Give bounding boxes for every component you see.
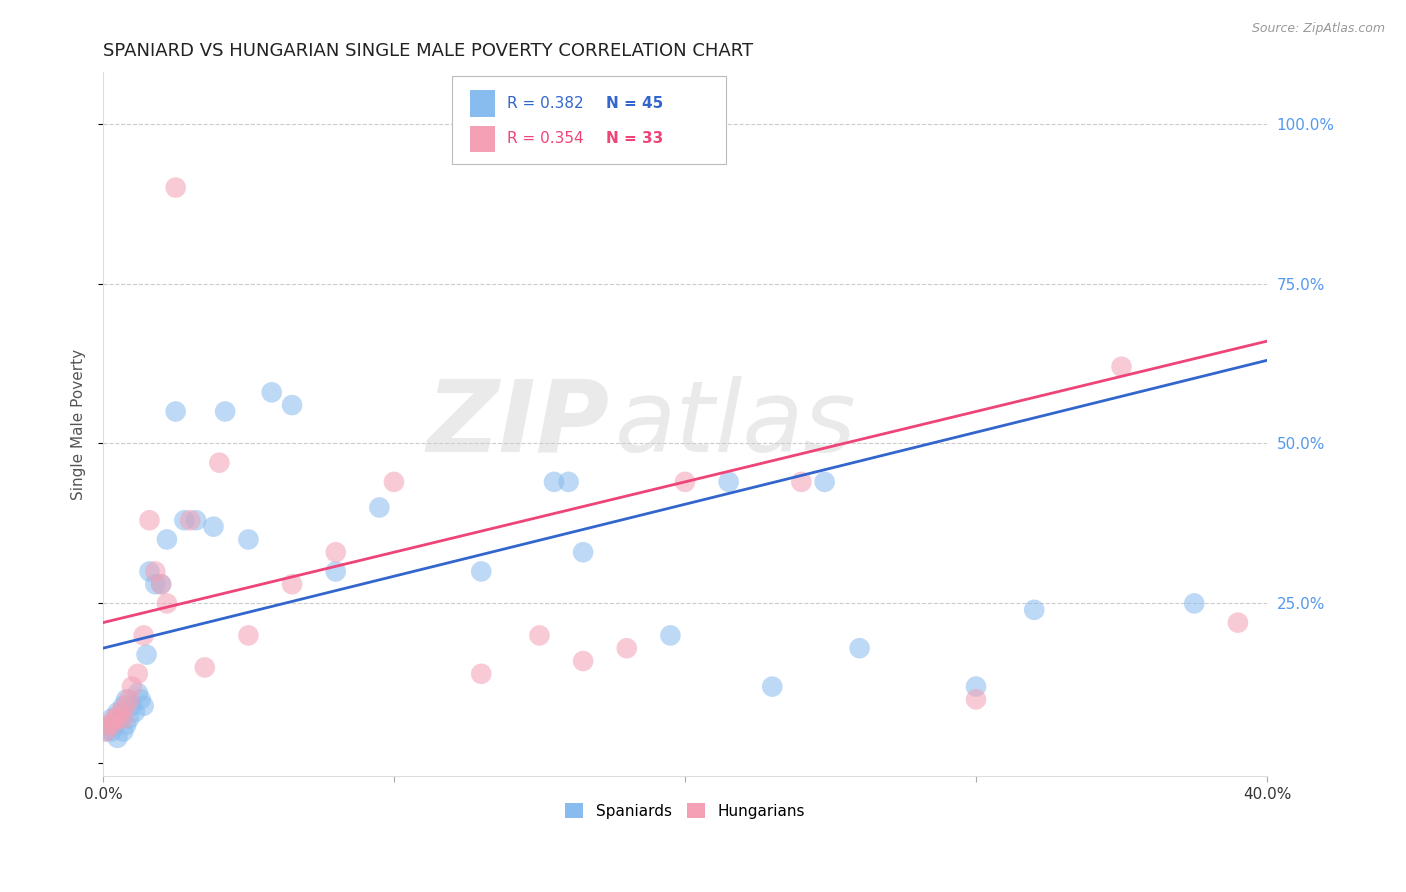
Point: [572, 654, 595, 668]
Text: R = 0.382: R = 0.382: [506, 95, 583, 111]
Text: SPANIARD VS HUNGARIAN SINGLE MALE POVERTY CORRELATION CHART: SPANIARD VS HUNGARIAN SINGLE MALE POVERT…: [103, 42, 754, 60]
Point: [194, 660, 217, 674]
Point: [238, 628, 260, 642]
Point: [103, 718, 125, 732]
Point: [138, 565, 160, 579]
Point: [1182, 596, 1205, 610]
Point: [529, 628, 551, 642]
Point: [97, 718, 120, 732]
Text: R = 0.354: R = 0.354: [506, 131, 583, 146]
Point: [121, 698, 143, 713]
Point: [382, 475, 405, 489]
Point: [150, 577, 173, 591]
Point: [965, 692, 987, 706]
FancyBboxPatch shape: [470, 126, 495, 153]
Text: N = 33: N = 33: [606, 131, 664, 146]
Legend: Spaniards, Hungarians: Spaniards, Hungarians: [560, 797, 811, 825]
FancyBboxPatch shape: [470, 90, 495, 117]
Point: [118, 692, 141, 706]
Point: [156, 533, 179, 547]
Point: [790, 475, 813, 489]
FancyBboxPatch shape: [453, 76, 725, 164]
Point: [107, 731, 129, 745]
Point: [470, 565, 492, 579]
Point: [107, 705, 129, 719]
Point: [325, 565, 347, 579]
Point: [127, 686, 149, 700]
Point: [659, 628, 682, 642]
Point: [165, 180, 187, 194]
Point: [115, 718, 138, 732]
Point: [110, 712, 132, 726]
Point: [616, 641, 638, 656]
Point: [150, 577, 173, 591]
Text: ZIP: ZIP: [426, 376, 609, 473]
Point: [100, 718, 122, 732]
Point: [1024, 603, 1046, 617]
Point: [112, 698, 135, 713]
Point: [135, 648, 157, 662]
Point: [179, 513, 201, 527]
Point: [572, 545, 595, 559]
Point: [115, 692, 138, 706]
Text: Source: ZipAtlas.com: Source: ZipAtlas.com: [1251, 22, 1385, 36]
Point: [202, 519, 225, 533]
Point: [121, 680, 143, 694]
Point: [165, 404, 187, 418]
Point: [138, 513, 160, 527]
Text: atlas: atlas: [614, 376, 856, 473]
Point: [543, 475, 565, 489]
Point: [100, 712, 122, 726]
Point: [1226, 615, 1249, 630]
Point: [325, 545, 347, 559]
Point: [470, 666, 492, 681]
Point: [965, 680, 987, 694]
Point: [281, 577, 304, 591]
Point: [132, 698, 155, 713]
Point: [97, 718, 120, 732]
Point: [129, 692, 152, 706]
Point: [717, 475, 740, 489]
Point: [103, 712, 125, 726]
Point: [156, 596, 179, 610]
Point: [112, 724, 135, 739]
Point: [143, 565, 166, 579]
Point: [124, 705, 146, 719]
Point: [112, 712, 135, 726]
Point: [761, 680, 783, 694]
Point: [281, 398, 304, 412]
Point: [132, 628, 155, 642]
Point: [557, 475, 579, 489]
Point: [214, 404, 236, 418]
Point: [118, 712, 141, 726]
Y-axis label: Single Male Poverty: Single Male Poverty: [72, 349, 86, 500]
Point: [100, 724, 122, 739]
Point: [1111, 359, 1133, 374]
Text: N = 45: N = 45: [606, 95, 664, 111]
Point: [368, 500, 391, 515]
Point: [238, 533, 260, 547]
Point: [673, 475, 696, 489]
Point: [260, 385, 283, 400]
Point: [814, 475, 837, 489]
Point: [110, 705, 132, 719]
Point: [115, 698, 138, 713]
Point: [173, 513, 195, 527]
Point: [143, 577, 166, 591]
Point: [94, 724, 117, 739]
Point: [94, 724, 117, 739]
Point: [208, 456, 231, 470]
Point: [127, 666, 149, 681]
Point: [107, 712, 129, 726]
Point: [848, 641, 870, 656]
Point: [184, 513, 207, 527]
